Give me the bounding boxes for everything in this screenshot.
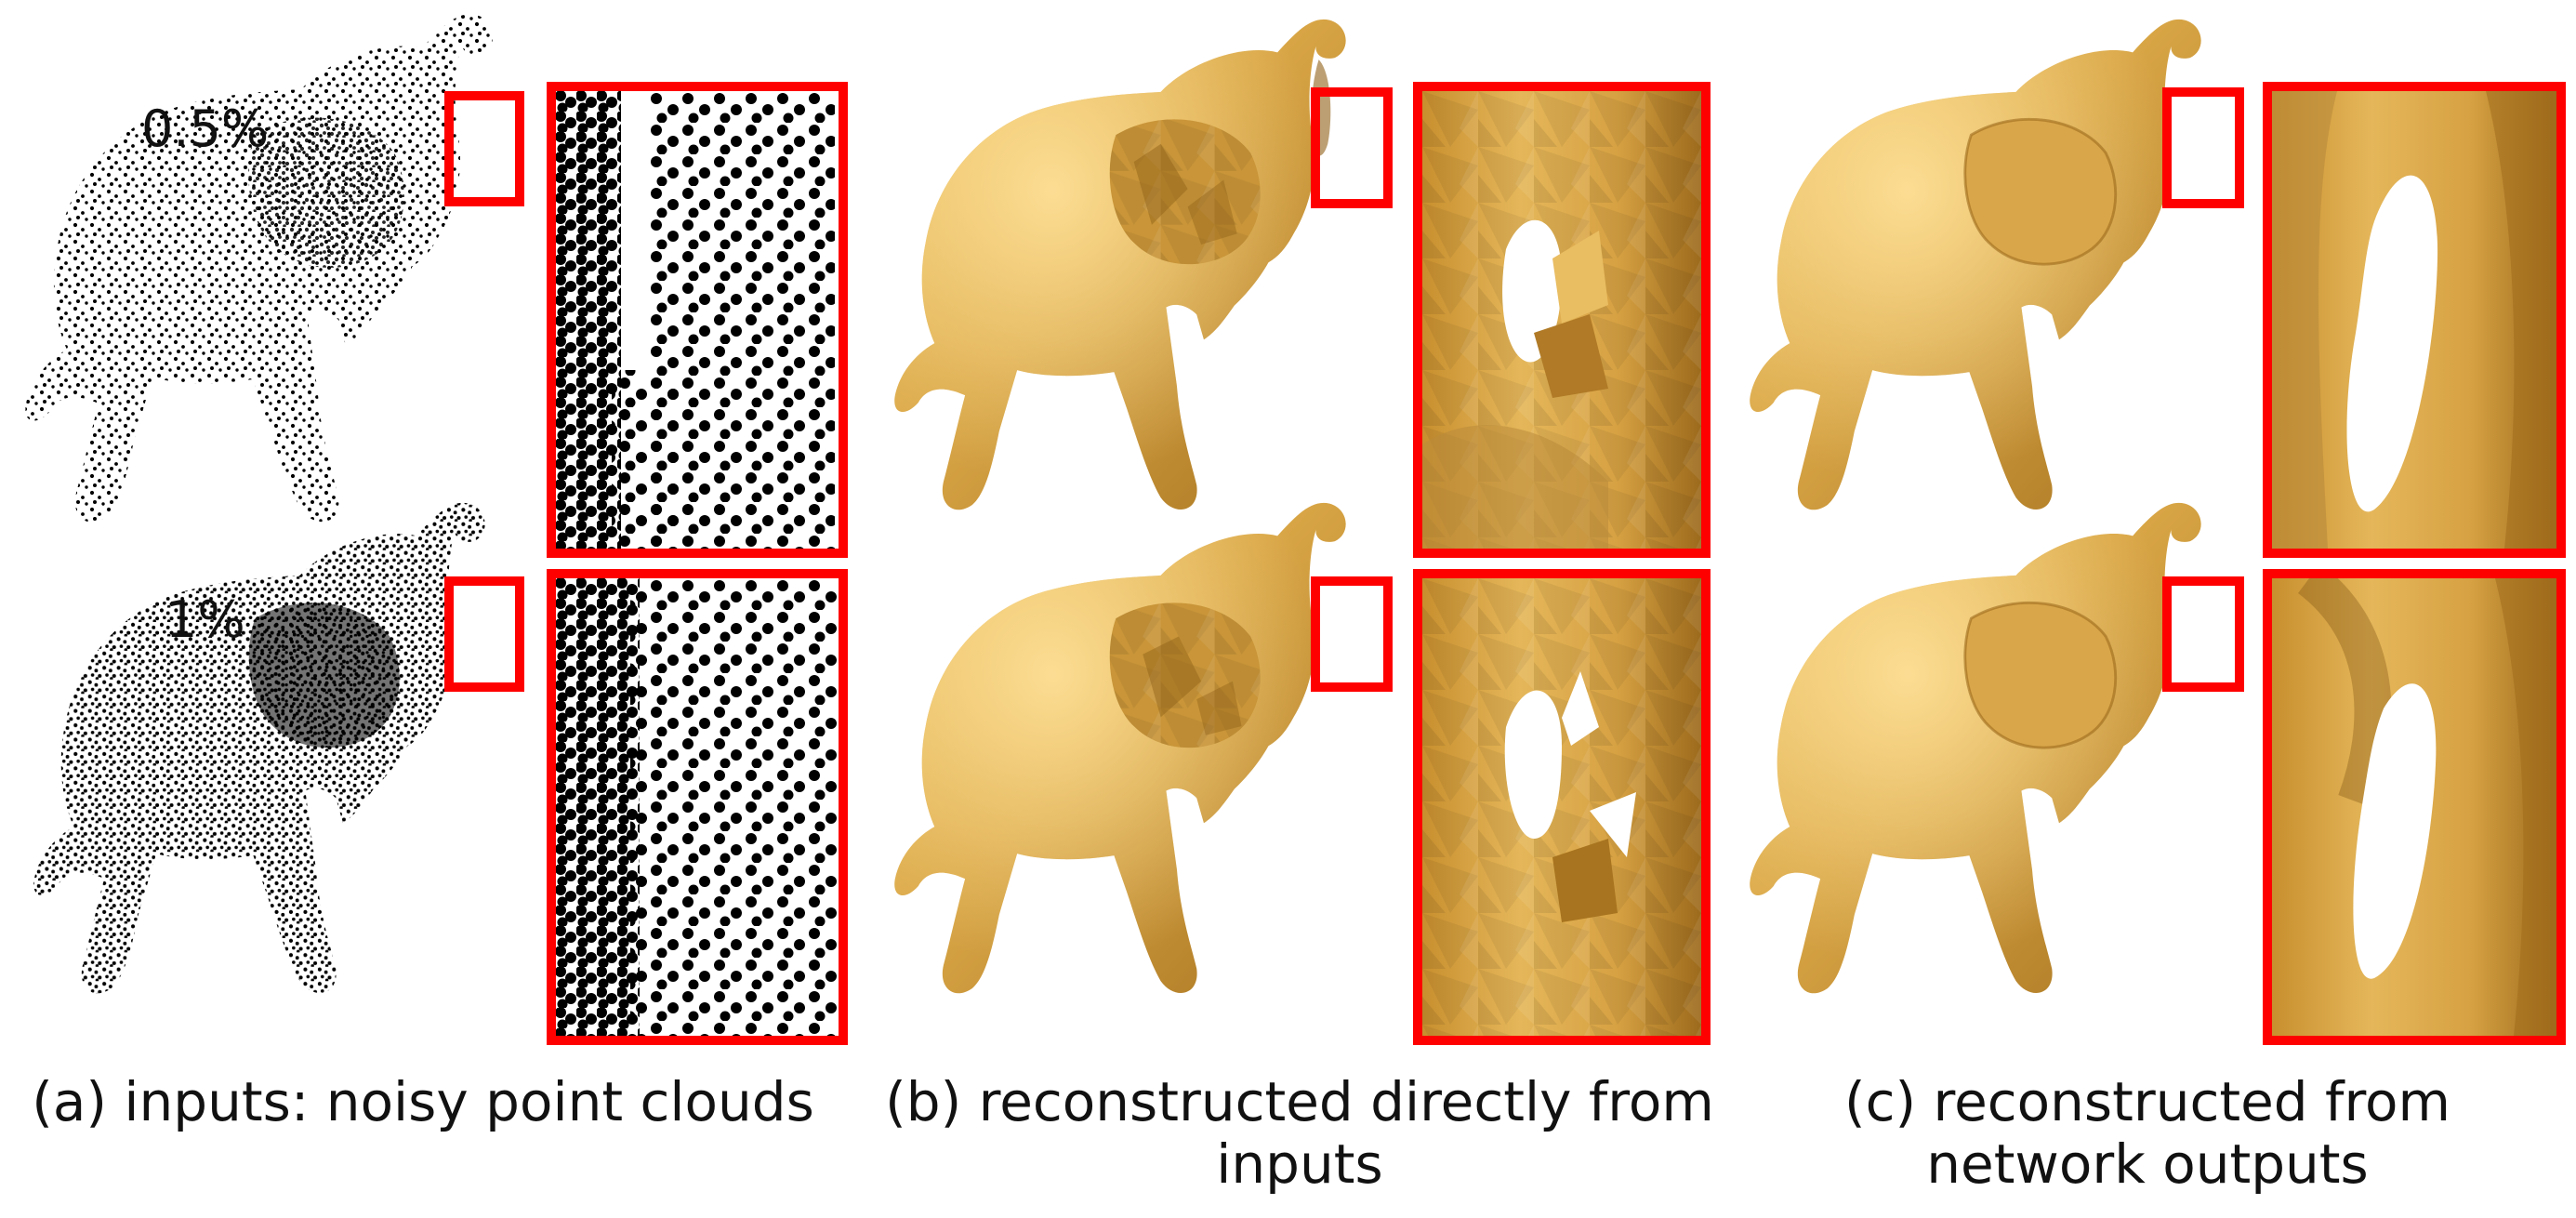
noise-label-low: 0.5% [141,99,270,158]
zoom-inset-points-top [547,82,848,558]
zoom-inset-network-bottom [2263,569,2566,1045]
highlight-box-a-bottom [444,576,524,692]
point-cloud-high-noise [4,493,524,1013]
highlight-box-a-top [444,91,524,206]
zoom-inset-direct-top [1413,82,1711,558]
highlight-box-c-top [2162,87,2244,208]
caption-c: (c) reconstructed from network outputs [1843,1070,2451,1197]
mesh-direct-top [865,9,1385,530]
highlight-box-b-bottom [1311,576,1393,692]
highlight-box-c-bottom [2162,576,2244,692]
zoom-inset-network-top [2263,82,2566,558]
zoom-inset-direct-bottom [1413,569,1711,1045]
point-cloud-low-noise [4,4,524,543]
caption-a: (a) inputs: noisy point clouds [32,1070,814,1133]
noise-label-high: 1% [165,590,245,649]
mesh-direct-bottom [865,493,1385,1013]
zoom-inset-points-bottom [547,569,848,1045]
caption-b: (b) reconstructed directly from inputs [885,1070,1714,1197]
highlight-box-b-top [1311,87,1393,208]
mesh-network-bottom [1720,493,2240,1013]
